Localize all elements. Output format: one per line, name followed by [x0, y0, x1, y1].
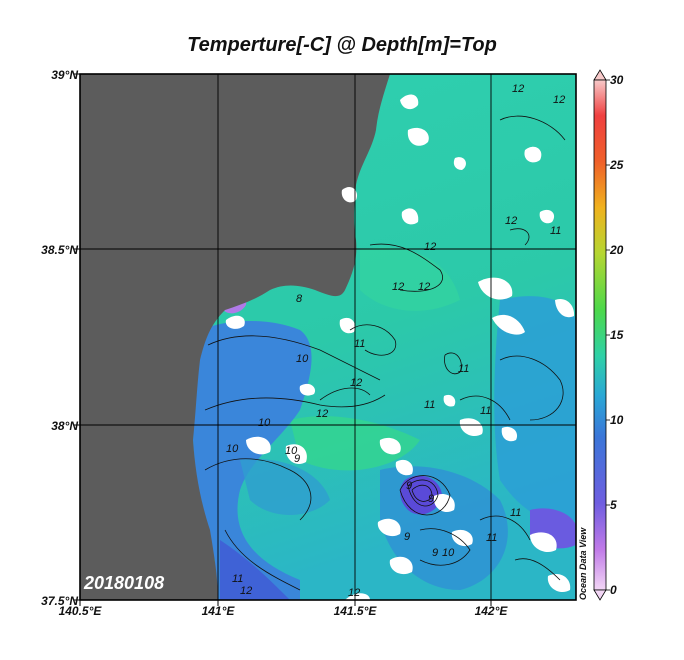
lat-tick-label: 37.5°N: [41, 594, 78, 608]
contour-label: 11: [424, 399, 435, 411]
contour-label: 11: [550, 225, 561, 237]
contour-label: 11: [480, 405, 491, 417]
contour-label: 10: [226, 443, 239, 455]
date-stamp: 20180108: [84, 573, 165, 593]
colorbar-tick-label: 15: [610, 328, 624, 342]
contour-label: 12: [350, 377, 362, 389]
contour-label: 8: [296, 293, 303, 305]
cold-patch: [240, 459, 330, 515]
contour-label: 12: [348, 587, 360, 599]
contour-label: 12: [392, 281, 404, 293]
colorbar: [593, 69, 610, 601]
colorbar-tick-label: 5: [610, 498, 617, 512]
ocean-data-view-watermark: Ocean Data View: [578, 527, 588, 600]
graticule: [80, 74, 576, 600]
lat-tick-label: 38.5°N: [41, 243, 78, 257]
contour-label: 11: [486, 532, 497, 544]
contour-label: 9: [404, 531, 410, 543]
map-plot-area: 12 12 11 12 12 12 12 8 10 11 12 10 12 11…: [80, 74, 576, 600]
land-mass: [80, 74, 390, 600]
colorbar-tick-label: 20: [610, 243, 624, 257]
missing-data-patches: [225, 94, 575, 600]
cold-coastal-water: [220, 540, 290, 600]
map-title: Temperture[-C] @ Depth[m]=Top: [187, 34, 497, 56]
contour-label-group: 12 12 11 12 12 12 12 8 10 11 12 10 12 11…: [226, 83, 565, 599]
lon-tick-label: 141°E: [201, 604, 235, 618]
contour-label: 12: [418, 281, 430, 293]
contour-label: 12: [240, 585, 252, 597]
contour-label: 10: [296, 353, 309, 365]
contour-label: 10: [285, 445, 298, 457]
axis-ticks: [74, 73, 492, 606]
contour-label: 10: [442, 547, 455, 559]
colorbar-tick-label: 30: [610, 73, 624, 87]
contour-label: 11: [354, 338, 365, 350]
contour-label: 12: [512, 83, 524, 95]
map-frame: [79, 73, 577, 601]
lat-tick-label: 38°N: [51, 419, 78, 433]
warm-patch: [360, 247, 460, 311]
contour-label: 9: [406, 480, 412, 492]
lon-tick-label: 142°E: [474, 604, 508, 618]
contour-label: 11: [458, 363, 469, 375]
colorbar-tick-label: 25: [610, 158, 624, 172]
lon-tick-label: 140.5°E: [58, 604, 102, 618]
contour-label: 9: [432, 547, 438, 559]
contour-label: 12: [553, 94, 565, 106]
contour-label: 9: [294, 453, 300, 465]
offshore-cool-water: [494, 296, 576, 523]
contour-label: 12: [505, 215, 517, 227]
contour-label: 12: [316, 408, 328, 420]
lon-tick-label: 141.5°E: [333, 604, 377, 618]
lat-tick-label: 39°N: [51, 68, 78, 82]
colorbar-scale: [593, 79, 607, 591]
colorbar-tick-label: 10: [610, 413, 624, 427]
contour-label: 12: [424, 241, 436, 253]
colorbar-tick-label: 0: [610, 583, 617, 597]
contour-label: 10: [258, 417, 271, 429]
contour-label: 11: [510, 507, 521, 519]
contour-label: 11: [232, 573, 243, 585]
contour-label: 9: [428, 493, 434, 505]
isotherm-contours: [204, 115, 566, 591]
